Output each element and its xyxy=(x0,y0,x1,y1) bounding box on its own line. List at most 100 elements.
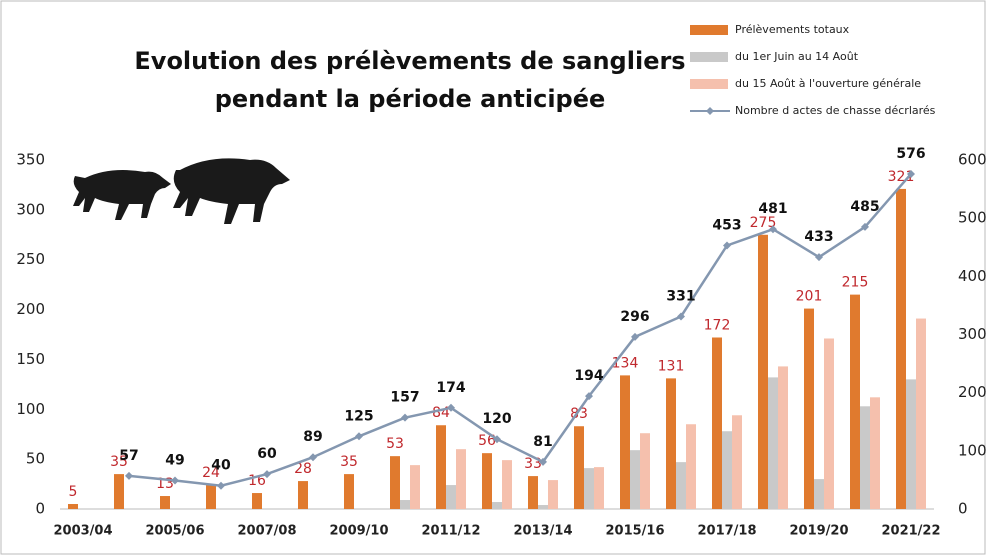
legend-swatch xyxy=(690,79,728,89)
legend-swatch xyxy=(690,25,728,35)
y2-tick-label: 300 xyxy=(958,325,986,343)
bar xyxy=(732,415,742,509)
chart-subtitle: pendant la période anticipée xyxy=(215,85,606,113)
value-label: 131 xyxy=(658,358,685,374)
value-label: 201 xyxy=(796,289,823,305)
line-value-label: 194 xyxy=(574,368,603,384)
bar xyxy=(446,485,456,509)
x-tick-label: 2015/16 xyxy=(605,524,664,539)
bar xyxy=(594,467,604,509)
y-tick-label: 200 xyxy=(16,300,45,318)
bar xyxy=(860,406,870,509)
bar xyxy=(584,468,594,509)
legend-label: du 15 Août à l'ouverture générale xyxy=(735,77,921,90)
y-tick-label: 50 xyxy=(26,450,45,468)
legend-label: du 1er Juin au 14 Août xyxy=(735,50,859,63)
bar xyxy=(492,502,502,509)
bar xyxy=(620,375,630,509)
value-label: 33 xyxy=(524,456,542,472)
value-label: 172 xyxy=(704,317,731,333)
x-tick-label: 2017/18 xyxy=(697,524,756,539)
legend-label: Nombre d actes de chasse décrlarés xyxy=(735,104,936,117)
line-value-label: 453 xyxy=(712,218,741,234)
bar xyxy=(712,337,722,509)
bar xyxy=(850,295,860,509)
bar xyxy=(410,465,420,509)
y2-tick-label: 0 xyxy=(958,500,968,518)
bar xyxy=(676,462,686,509)
line-value-label: 174 xyxy=(436,380,465,396)
line-value-label: 49 xyxy=(165,452,184,468)
line-value-label: 296 xyxy=(620,309,649,325)
y-tick-label: 150 xyxy=(16,350,45,368)
value-label: 53 xyxy=(386,436,404,452)
bar xyxy=(640,433,650,509)
line-value-label: 481 xyxy=(758,201,787,217)
chart: Evolution des prélèvements de sangliers … xyxy=(0,0,986,555)
y2-tick-label: 500 xyxy=(958,209,986,227)
y2-tick-label: 400 xyxy=(958,267,986,285)
bar xyxy=(824,338,834,509)
line-value-label: 60 xyxy=(257,446,277,462)
line-value-label: 485 xyxy=(850,199,879,215)
legend-label: Prélèvements totaux xyxy=(735,23,850,36)
x-tick-label: 2005/06 xyxy=(145,524,204,539)
bar xyxy=(538,505,548,509)
bar xyxy=(456,449,466,509)
bar xyxy=(502,460,512,509)
bar xyxy=(160,496,170,509)
y-tick-label: 350 xyxy=(16,151,45,169)
x-tick-label: 2019/20 xyxy=(789,524,848,539)
x-tick-label: 2003/04 xyxy=(53,524,112,539)
x-tick-label: 2007/08 xyxy=(237,524,296,539)
bar xyxy=(768,377,778,509)
bar xyxy=(666,378,676,509)
y2-tick-label: 100 xyxy=(958,441,986,459)
line-value-label: 57 xyxy=(119,448,138,464)
value-label: 215 xyxy=(842,275,869,291)
line-value-label: 125 xyxy=(344,408,373,424)
x-tick-label: 2009/10 xyxy=(329,524,388,539)
bar xyxy=(906,379,916,509)
line-value-label: 576 xyxy=(896,146,925,162)
y-tick-label: 250 xyxy=(16,250,45,268)
bar xyxy=(814,479,824,509)
line-value-label: 157 xyxy=(390,390,419,406)
line-value-label: 120 xyxy=(482,411,511,427)
bar xyxy=(390,456,400,509)
x-tick-label: 2013/14 xyxy=(513,524,572,539)
legend-swatch xyxy=(690,52,728,62)
bar xyxy=(400,500,410,509)
bar xyxy=(548,480,558,509)
y-tick-label: 0 xyxy=(35,500,45,518)
bar xyxy=(758,235,768,509)
bar xyxy=(528,476,538,509)
bar xyxy=(722,431,732,509)
bar xyxy=(436,425,446,509)
y-tick-label: 100 xyxy=(16,400,45,418)
x-tick-label: 2011/12 xyxy=(421,524,480,539)
bar xyxy=(870,397,880,509)
bar xyxy=(344,474,354,509)
y-tick-label: 300 xyxy=(16,200,45,218)
bar xyxy=(896,189,906,509)
chart-title: Evolution des prélèvements de sangliers xyxy=(134,47,685,75)
bar xyxy=(298,481,308,509)
bar xyxy=(574,426,584,509)
bar xyxy=(804,309,814,509)
bar xyxy=(686,424,696,509)
value-label: 35 xyxy=(340,454,358,470)
x-tick-label: 2021/22 xyxy=(881,524,940,539)
bar xyxy=(778,366,788,509)
bar xyxy=(916,319,926,509)
line-value-label: 433 xyxy=(804,229,833,245)
line-value-label: 331 xyxy=(666,288,695,304)
bar xyxy=(630,450,640,509)
line-value-label: 81 xyxy=(533,434,552,450)
value-label: 5 xyxy=(69,484,78,500)
line-value-label: 40 xyxy=(211,458,231,474)
bar xyxy=(252,493,262,509)
bar xyxy=(114,474,124,509)
y2-tick-label: 200 xyxy=(958,383,986,401)
bar xyxy=(482,453,492,509)
